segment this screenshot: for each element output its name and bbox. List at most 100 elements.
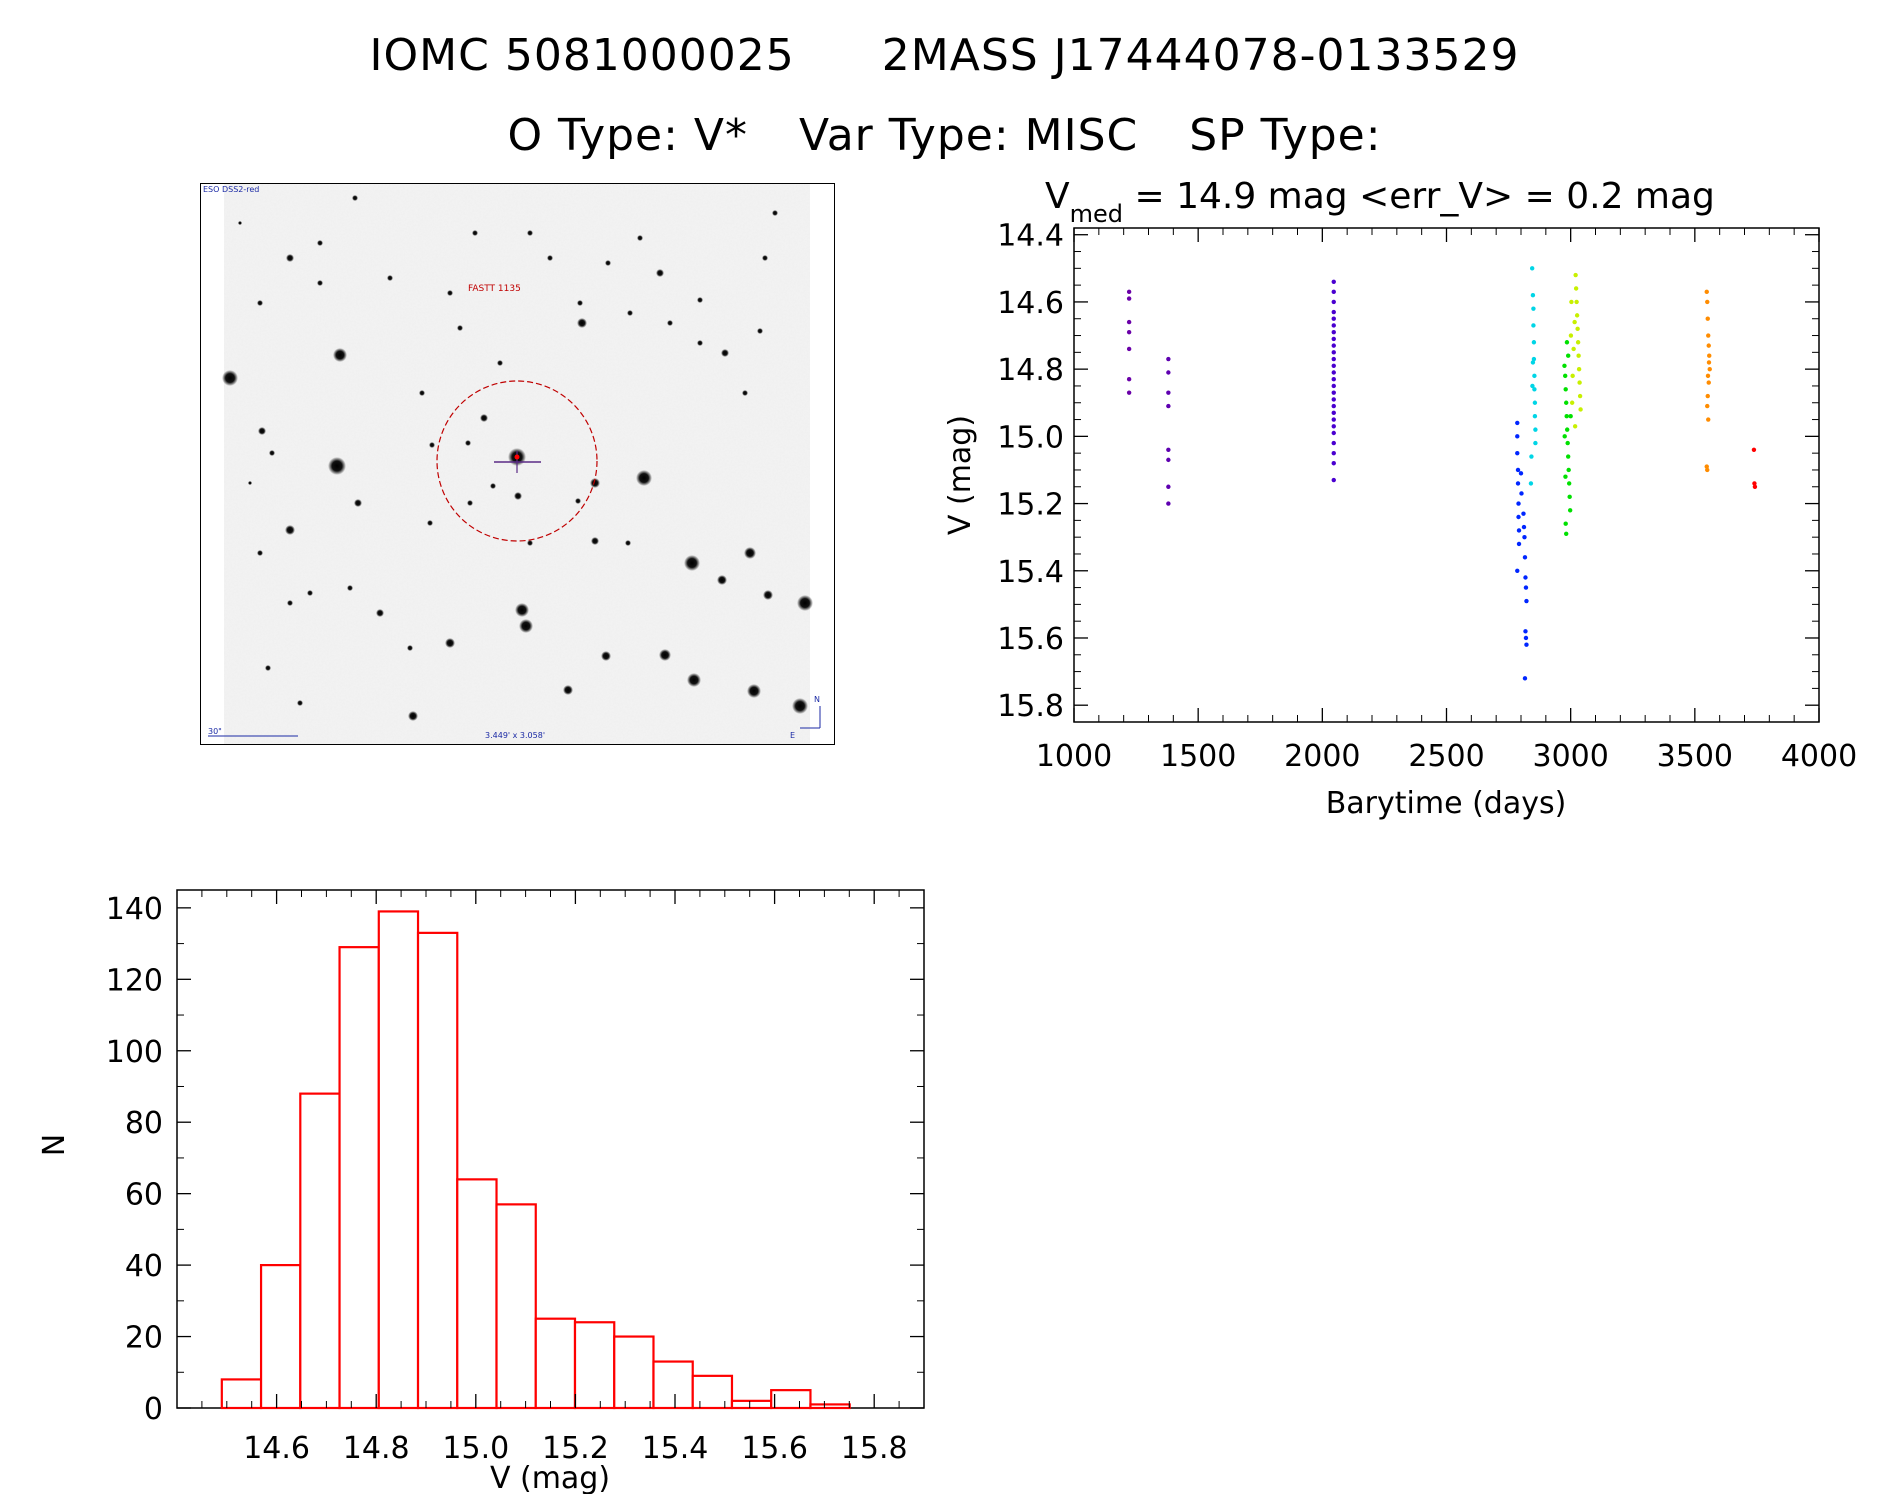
finder-star — [387, 275, 393, 281]
survey-label: ESO DSS2-red — [203, 185, 259, 194]
lc-point — [1531, 356, 1537, 362]
lc-point — [1331, 440, 1336, 446]
lc-point — [1524, 642, 1529, 647]
finder-star — [490, 483, 496, 489]
lc-point — [1331, 383, 1336, 389]
finder-star — [772, 210, 778, 216]
lc-point — [1331, 424, 1336, 429]
hist-xtick-label: 15.4 — [642, 1431, 709, 1466]
lc-point — [1565, 440, 1570, 446]
lc-xtick-label: 1000 — [1036, 739, 1112, 774]
lc-ytick-label: 15.4 — [997, 555, 1064, 590]
finder-star — [792, 698, 808, 714]
lc-xtick-label: 3000 — [1532, 739, 1608, 774]
lc-point — [1532, 400, 1538, 405]
object-id: IOMC 5081000025 — [369, 30, 795, 81]
lc-point — [1563, 400, 1569, 405]
variable-type: Var Type: MISC — [799, 110, 1139, 161]
lc-point — [1331, 363, 1336, 368]
hist-xlabel: V (mag) — [490, 1461, 610, 1494]
lc-point — [1568, 413, 1573, 419]
lc-point — [1530, 293, 1536, 298]
finder-star — [447, 290, 453, 296]
lc-point — [1530, 383, 1535, 389]
hist-bar — [770, 1389, 812, 1410]
lc-point — [1566, 481, 1572, 486]
lc-point — [1331, 329, 1336, 335]
finder-star — [376, 609, 384, 617]
compass-icon: N E — [790, 695, 821, 740]
finder-star — [747, 684, 761, 698]
lc-point — [1126, 289, 1132, 295]
fov-label: 3.449' x 3.058' — [485, 731, 545, 740]
lc-point — [1166, 484, 1171, 489]
lc-point — [1752, 481, 1757, 486]
lc-point — [1516, 501, 1521, 506]
finder-star — [577, 318, 587, 328]
hist-bar — [691, 1374, 734, 1410]
lc-point — [1515, 450, 1520, 456]
hist-bar — [456, 1178, 498, 1410]
lc-point — [1704, 289, 1709, 295]
lc-point — [1531, 340, 1537, 345]
lc-point — [1706, 333, 1711, 338]
finder-frame — [200, 183, 835, 745]
title-line-identifiers: IOMC 5081000025 2MASS J17444078-0133529 — [0, 30, 1889, 81]
lc-point — [1707, 353, 1712, 358]
hist-bars — [220, 910, 851, 1410]
hist-xtick-label: 14.8 — [343, 1431, 410, 1466]
lc-point — [1331, 461, 1336, 466]
lc-point — [1705, 403, 1710, 409]
histogram-plot: 14.6 14.8 15.0 15.2 15.4 15.6 15.8 0 20 40 60 80 100… — [40, 889, 925, 1494]
lc-point — [1571, 346, 1576, 352]
lc-xtick-label: 4000 — [1781, 739, 1857, 774]
finder-star — [258, 427, 266, 435]
target-marker — [514, 454, 520, 460]
finder-star — [515, 603, 529, 617]
lc-point — [1572, 319, 1577, 325]
hist-bar — [338, 946, 380, 1410]
lc-point — [1516, 541, 1522, 547]
lc-point — [1706, 360, 1712, 365]
finder-star — [762, 255, 768, 261]
lc-xtick-label: 2500 — [1408, 739, 1484, 774]
lc-point — [1530, 360, 1536, 365]
lc-point — [1563, 373, 1568, 379]
hist-bar — [573, 1321, 616, 1410]
lc-point — [1331, 299, 1336, 305]
finder-star — [527, 230, 533, 236]
lc-point — [1565, 454, 1571, 459]
lc-point — [1518, 471, 1524, 476]
finder-star — [419, 390, 425, 396]
lc-point — [1516, 514, 1521, 520]
finder-star — [286, 254, 294, 262]
finder-star — [721, 349, 729, 357]
finder-star — [427, 520, 433, 526]
lc-point — [1575, 340, 1581, 345]
lc-point — [1521, 524, 1527, 530]
hist-ytick-label: 80 — [125, 1106, 163, 1141]
finder-star — [238, 221, 242, 225]
finder-star — [625, 540, 631, 546]
lc-ylabel: V (mag) — [943, 415, 978, 535]
lc-ytick-label: 15.6 — [997, 622, 1064, 657]
lc-point — [1331, 430, 1336, 436]
finder-star — [757, 328, 763, 334]
lc-point — [1331, 417, 1336, 422]
hist-bar — [416, 931, 459, 1410]
title-line-types: O Type: V* Var Type: MISC SP Type: — [0, 110, 1889, 161]
lc-ytick-label: 14.6 — [997, 286, 1064, 321]
lc-xtick-label: 2000 — [1284, 739, 1360, 774]
finder-star — [684, 555, 700, 571]
finder-star — [222, 370, 238, 386]
finder-star — [697, 297, 703, 303]
lc-xlabel: Barytime (days) — [1326, 786, 1567, 821]
lc-point — [1331, 279, 1336, 284]
hist-ytick-label: 0 — [144, 1392, 163, 1427]
hist-ytick-label: 60 — [125, 1178, 163, 1213]
hist-ytick-label: 100 — [106, 1035, 163, 1070]
lc-point — [1529, 266, 1535, 271]
target-label: FASTT 1135 — [468, 284, 521, 294]
finder-star — [797, 595, 813, 611]
lc-point — [1578, 407, 1583, 412]
